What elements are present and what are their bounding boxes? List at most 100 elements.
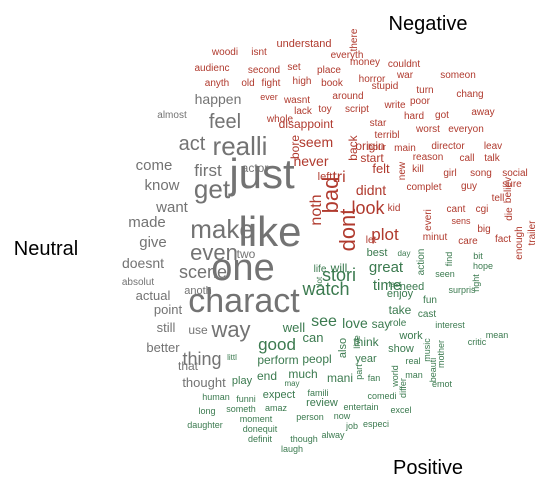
word-thought: thought	[182, 375, 226, 390]
word-high: high	[293, 76, 312, 87]
word-expect: expect	[263, 389, 295, 401]
word-better: better	[146, 340, 180, 355]
word-lot: lot	[315, 276, 324, 285]
word-song: song	[470, 168, 492, 179]
word-never: never	[293, 153, 328, 169]
word-entertain: entertain	[343, 402, 378, 412]
word-interest: interest	[435, 320, 465, 330]
word-watch: watch	[301, 279, 349, 299]
word-terribl: terribl	[374, 130, 399, 141]
word-action: action	[416, 249, 427, 276]
word-music: music	[422, 338, 432, 362]
word-absolut: absolut	[122, 277, 154, 288]
word-dont: dont	[335, 209, 360, 252]
word-felt: felt	[372, 161, 390, 176]
word-end: end	[257, 369, 277, 383]
word-tell: tell	[492, 193, 505, 204]
word-start: start	[360, 151, 384, 165]
word-need: need	[400, 281, 424, 293]
word-anyth: anyth	[205, 78, 229, 89]
word-now: now	[334, 411, 351, 421]
word-plot: plot	[371, 225, 399, 244]
word-leav: leav	[484, 141, 502, 152]
word-fight: fight	[262, 78, 281, 89]
word-bit: bit	[473, 251, 483, 261]
word-still: still	[157, 320, 176, 335]
word-littl: littl	[227, 353, 237, 362]
word-seen: seen	[435, 269, 455, 279]
word-woodi: woodi	[211, 47, 238, 58]
word-isnt: isnt	[251, 47, 267, 58]
word-job: job	[345, 421, 358, 431]
word-daughter: daughter	[187, 420, 223, 430]
word-definit: definit	[248, 434, 273, 444]
word-see: see	[311, 313, 337, 330]
word-use: use	[188, 323, 208, 337]
word-amaz: amaz	[265, 403, 288, 413]
word-take: take	[389, 303, 412, 317]
word-actor: actor	[242, 161, 269, 175]
positive-label: Positive	[393, 457, 463, 479]
word-long: long	[198, 406, 215, 416]
word-war: war	[396, 70, 414, 81]
word-famili: famili	[307, 388, 328, 398]
word-scene: scene	[179, 262, 227, 282]
word-especi: especi	[363, 419, 389, 429]
word-fun: fun	[423, 295, 437, 306]
word-role: role	[390, 318, 407, 329]
word-look: look	[351, 198, 385, 218]
word-hope: hope	[473, 261, 493, 271]
word-didnt: didnt	[356, 182, 386, 198]
word-human: human	[202, 392, 230, 402]
word-show: show	[388, 343, 414, 355]
word-cgi: cgi	[476, 204, 489, 215]
word-chang: chang	[456, 89, 483, 100]
word-doesnt: doesnt	[122, 255, 164, 271]
neutral-label: Neutral	[14, 238, 78, 260]
word-main: main	[394, 143, 416, 154]
word-horror: horror	[359, 74, 386, 85]
word-thing: thing	[182, 349, 221, 369]
word-can: can	[303, 330, 324, 345]
word-way: way	[210, 317, 250, 342]
word-like: like	[238, 208, 301, 255]
word-cant: cant	[447, 204, 466, 215]
word-around: around	[332, 91, 363, 102]
word-there: there	[349, 28, 360, 51]
word-though: though	[290, 434, 318, 444]
word-someon: someon	[440, 70, 476, 81]
word-emot: emot	[432, 379, 453, 389]
word-understand: understand	[276, 38, 331, 50]
word-lack: lack	[294, 106, 313, 117]
word-happen: happen	[195, 91, 242, 107]
word-act: act	[179, 133, 206, 155]
word-differ: differ	[398, 378, 408, 398]
word-poor: poor	[410, 96, 431, 107]
word-someth: someth	[226, 404, 256, 414]
word-left: left	[318, 171, 333, 183]
word-call: call	[459, 153, 474, 164]
word-social: social	[502, 168, 528, 179]
word-disappoint: disappoint	[279, 117, 334, 131]
word-tri: tri	[332, 169, 345, 186]
word-enough: enough	[514, 226, 525, 259]
word-big: big	[477, 224, 490, 235]
word-want: want	[155, 199, 189, 216]
word-think: think	[353, 335, 379, 349]
word-one: one	[211, 247, 274, 289]
word-perform: perform	[257, 353, 298, 367]
word-work: work	[398, 330, 423, 342]
word-just: just	[227, 150, 295, 197]
word-year: year	[355, 353, 377, 365]
word-donequit: donequit	[243, 424, 278, 434]
word-live: live	[352, 335, 362, 349]
word-right: right	[471, 274, 481, 292]
word-bore: bore	[288, 135, 302, 159]
word-also: also	[337, 338, 349, 358]
word-may: may	[284, 379, 299, 388]
word-reason: reason	[413, 152, 444, 163]
word-seem: seem	[299, 134, 333, 150]
word-everyon: everyon	[448, 124, 484, 135]
word-everi: everi	[423, 209, 434, 231]
